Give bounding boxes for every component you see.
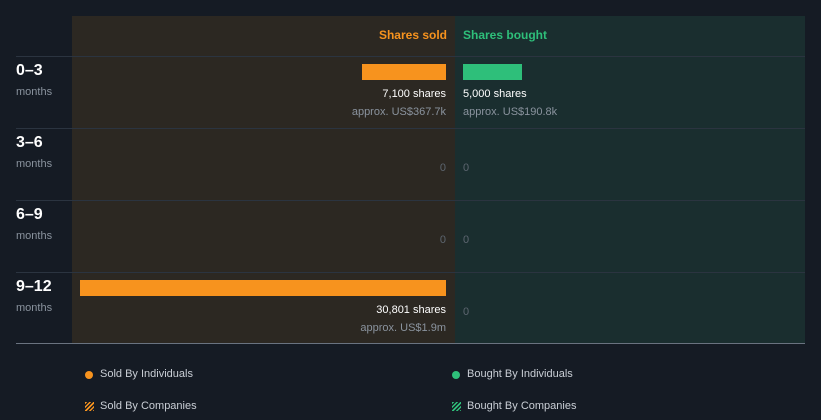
sold-shares-label: 30,801 shares: [376, 304, 446, 316]
sold-zero-label: 0: [439, 234, 446, 246]
shares-bought-header: Shares bought: [463, 28, 548, 42]
row-divider: [16, 128, 805, 129]
bought-value-label: approx. US$190.8k: [463, 106, 558, 118]
row-unit-label: months: [16, 158, 53, 170]
legend-hatch-icon: [85, 402, 94, 411]
legend-label: Bought By Individuals: [467, 368, 573, 380]
row-unit-label: months: [16, 302, 53, 314]
row-unit-label: months: [16, 86, 53, 98]
row-divider: [16, 200, 805, 201]
row-divider: [16, 272, 805, 273]
row-unit-label: months: [16, 230, 53, 242]
row-label: 6–9: [16, 206, 43, 223]
legend-label: Sold By Companies: [100, 400, 197, 412]
sold-bar: [361, 64, 446, 80]
bought-zero-label: 0: [463, 234, 470, 246]
legend-hatch-icon: [452, 402, 461, 411]
legend-label: Bought By Companies: [467, 400, 577, 412]
sold-bar: [80, 280, 446, 296]
bought-zero-label: 0: [463, 162, 470, 174]
sold-value-label: approx. US$367.7k: [351, 106, 446, 118]
row-label: 9–12: [16, 278, 52, 295]
row-label: 3–6: [16, 134, 43, 151]
legend-dot-icon: [85, 371, 93, 379]
bought-bar: [463, 64, 523, 80]
sold-value-label: approx. US$1.9m: [360, 322, 446, 334]
bought-zero-label: 0: [463, 306, 470, 318]
sold-zero-label: 0: [439, 162, 446, 174]
chart-bottom-rule: [16, 343, 805, 344]
bought-shares-label: 5,000 shares: [463, 88, 527, 100]
row-label: 0–3: [16, 62, 43, 79]
sold-shares-label: 7,100 shares: [382, 88, 446, 100]
legend-dot-icon: [452, 371, 460, 379]
legend-label: Sold By Individuals: [100, 368, 193, 380]
row-divider: [16, 56, 805, 57]
shares-sold-header: Shares sold: [378, 28, 447, 42]
